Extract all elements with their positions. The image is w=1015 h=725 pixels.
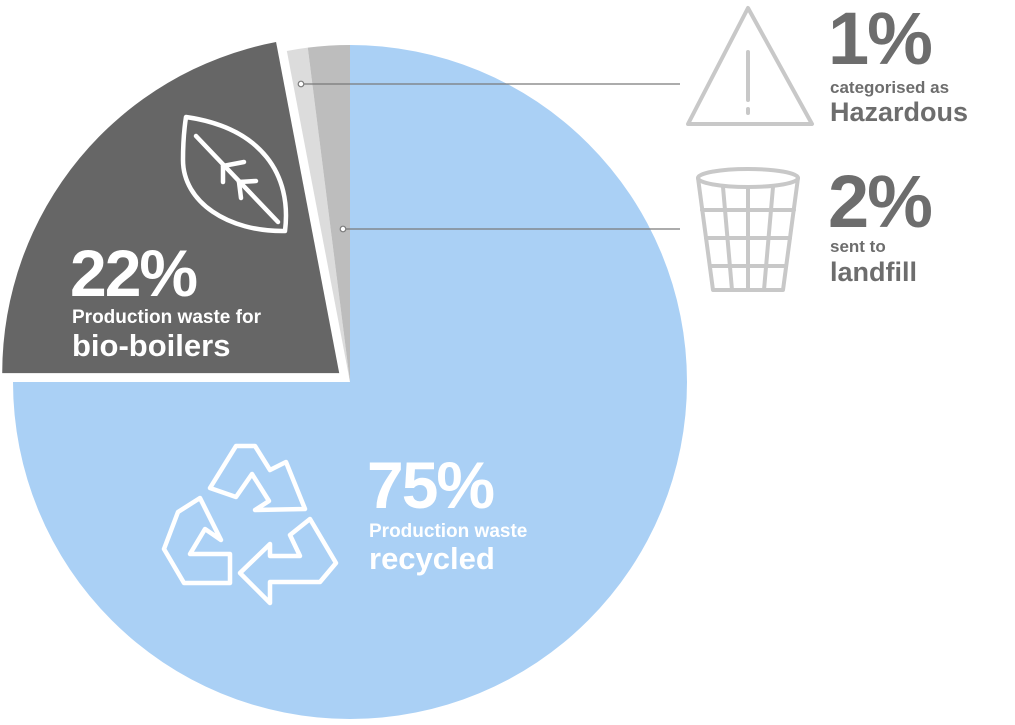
warning-triangle-icon bbox=[686, 6, 814, 126]
leader-line-landfill bbox=[339, 225, 680, 233]
hazardous-percent-label: 1% bbox=[828, 0, 933, 80]
landfill-percent-label: 2% bbox=[828, 160, 933, 243]
pie-slice-bio bbox=[2, 42, 340, 374]
hazardous-line1-label: categorised as bbox=[830, 78, 950, 97]
recycle-icon bbox=[161, 443, 339, 606]
leaf-icon bbox=[180, 114, 289, 234]
bio-percent-label: 22% bbox=[70, 236, 198, 310]
hazardous-line2-label: Hazardous bbox=[830, 97, 969, 127]
leader-line-hazardous bbox=[297, 80, 680, 88]
recycled-line2-label: recycled bbox=[369, 541, 495, 576]
pie-slice-hazardous bbox=[286, 47, 350, 382]
pie-slice-landfill bbox=[307, 45, 350, 382]
bio-line2-label: bio-boilers bbox=[72, 328, 231, 363]
landfill-line1-label: sent to bbox=[830, 237, 886, 256]
bio-line1-label: Production waste for bbox=[72, 307, 261, 328]
landfill-line2-label: landfill bbox=[830, 257, 917, 287]
recycled-percent-label: 75% bbox=[367, 448, 495, 522]
recycled-line1-label: Production waste bbox=[369, 521, 528, 542]
waste-bin-icon bbox=[696, 167, 800, 292]
